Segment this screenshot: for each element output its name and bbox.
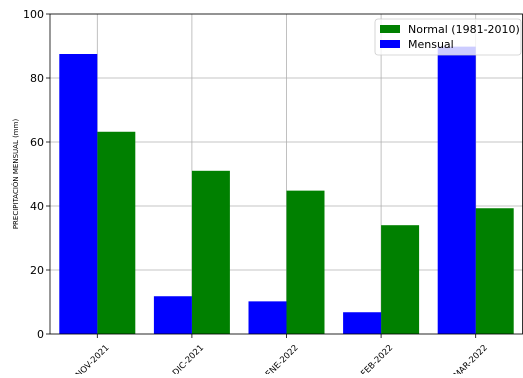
x-tick-label: DIC-2021 bbox=[171, 343, 206, 374]
bars bbox=[59, 46, 514, 334]
bar-mensual bbox=[59, 54, 98, 334]
bar-normal bbox=[475, 208, 514, 334]
bar-normal bbox=[191, 170, 230, 334]
x-tick-label: ENE-2022 bbox=[264, 343, 301, 374]
bar-normal bbox=[286, 190, 325, 334]
bar-mensual bbox=[248, 301, 287, 334]
bar-normal bbox=[381, 225, 420, 334]
y-tick-label: 60 bbox=[30, 136, 44, 149]
y-tick-label: 20 bbox=[30, 264, 44, 277]
bar-normal bbox=[97, 131, 136, 334]
y-axis-label: PRECIPITACIÓN MENSUAL (mm) bbox=[11, 119, 20, 230]
y-tick-label: 100 bbox=[23, 8, 44, 21]
y-tick-label: 0 bbox=[37, 328, 44, 341]
x-tick-label: NOV-2021 bbox=[74, 343, 111, 374]
y-tick-label: 80 bbox=[30, 72, 44, 85]
legend: Normal (1981-2010) Mensual bbox=[374, 18, 522, 56]
legend-swatch bbox=[380, 25, 400, 33]
x-tick-label: MAR-2022 bbox=[452, 343, 490, 374]
bar-mensual bbox=[437, 46, 476, 334]
legend-box bbox=[374, 18, 522, 56]
legend-swatch bbox=[380, 40, 400, 48]
y-tick-label: 40 bbox=[30, 200, 44, 213]
bar-mensual bbox=[343, 312, 382, 334]
legend-label: Normal (1981-2010) bbox=[408, 23, 520, 36]
x-tick-label: FEB-2022 bbox=[359, 343, 395, 374]
legend-label: Mensual bbox=[408, 38, 454, 51]
bar-mensual bbox=[153, 296, 192, 334]
